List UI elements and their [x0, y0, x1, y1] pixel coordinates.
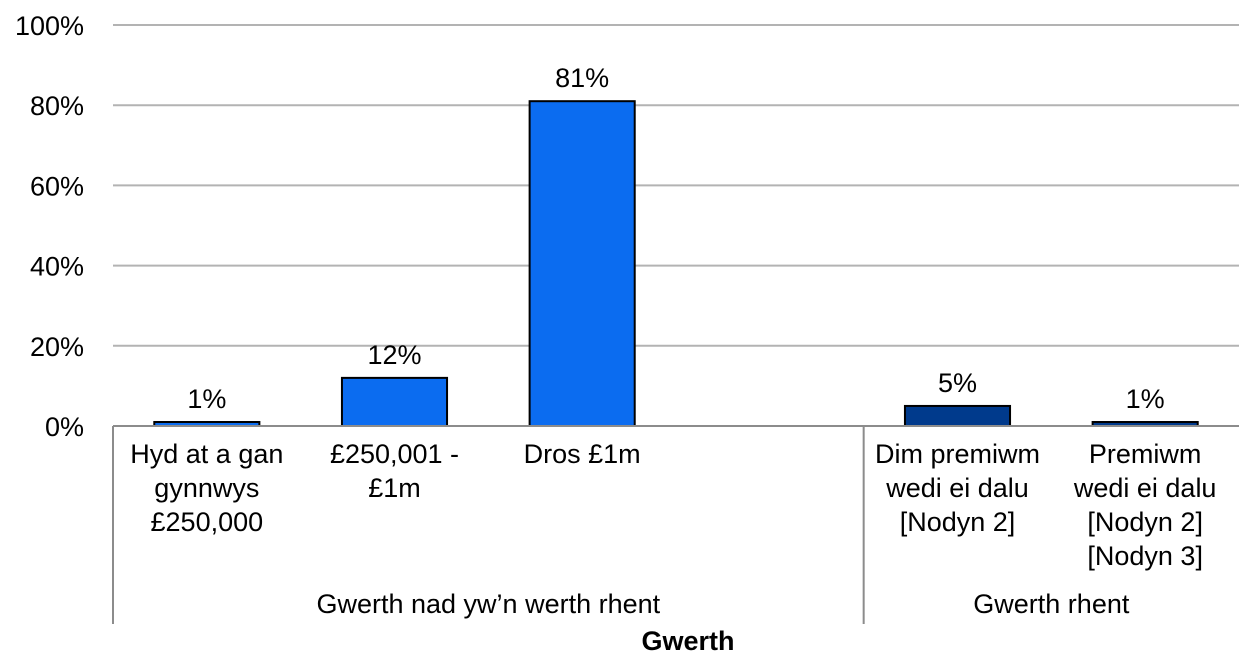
- bar: [903, 404, 1012, 428]
- y-tick-label: 20%: [30, 332, 84, 362]
- category-label: Dim premiwm wedi ei dalu [Nodyn 2]: [875, 439, 1040, 537]
- group-label: Gwerth rhent: [973, 589, 1130, 619]
- axes: [112, 425, 1239, 624]
- category-label-line: [Nodyn 3]: [1087, 541, 1203, 571]
- category-label-line: wedi ei dalu: [1073, 473, 1217, 503]
- x-axis-title: Gwerth: [641, 626, 734, 655]
- group-label: Gwerth nad yw’n werth rhent: [316, 589, 660, 619]
- bars: 1% 12% 81% 5% 1%: [153, 63, 1199, 428]
- category-label-line: £250,001 -: [330, 439, 459, 469]
- y-tick-label: 60%: [30, 171, 84, 201]
- y-tick-label: 100%: [15, 11, 84, 41]
- category-label: Premiwm wedi ei dalu [Nodyn 2] [Nodyn 3]: [1073, 439, 1217, 571]
- data-label: 1%: [1126, 384, 1165, 414]
- category-labels: Hyd at a gan gynnwys £250,000 £250,001 - £1m…: [130, 439, 1216, 619]
- y-tick-label: 40%: [30, 252, 84, 282]
- category-label-line: [Nodyn 2]: [1087, 507, 1203, 537]
- data-label: 12%: [367, 340, 421, 370]
- data-label: 1%: [187, 384, 226, 414]
- bar: [340, 376, 449, 428]
- category-label-line: Dros £1m: [524, 439, 641, 469]
- data-label: 81%: [555, 63, 609, 93]
- category-label-line: Hyd at a gan: [130, 439, 283, 469]
- category-label: Dros £1m: [524, 439, 641, 469]
- category-label: Hyd at a gan gynnwys £250,000: [130, 439, 283, 537]
- category-label-line: £1m: [368, 473, 421, 503]
- y-tick-label: 80%: [30, 91, 84, 121]
- y-axis-ticks: 0% 20% 40% 60% 80% 100%: [15, 11, 84, 442]
- y-tick-label: 0%: [45, 412, 84, 442]
- category-label-line: Premiwm: [1089, 439, 1202, 469]
- data-label: 5%: [938, 368, 977, 398]
- category-label-line: Dim premiwm: [875, 439, 1040, 469]
- bar: [528, 100, 636, 427]
- category-label-line: [Nodyn 2]: [900, 507, 1016, 537]
- category-label: £250,001 - £1m: [330, 439, 459, 503]
- gridlines: [113, 24, 1239, 347]
- category-label-line: wedi ei dalu: [885, 473, 1029, 503]
- category-label-line: £250,000: [151, 507, 264, 537]
- category-label-line: gynnwys: [154, 473, 259, 503]
